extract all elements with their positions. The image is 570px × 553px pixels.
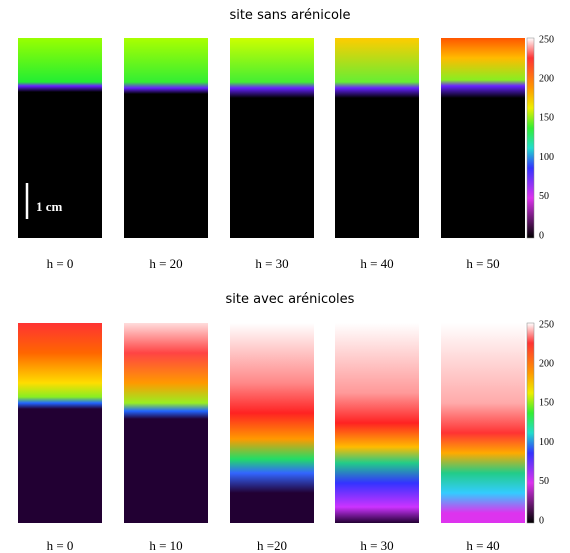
colorbar-tick-label: 150	[539, 113, 554, 124]
sediment-image	[124, 323, 208, 523]
image-label: h = 40	[466, 538, 499, 553]
colorbar	[526, 37, 535, 239]
sediment-image	[18, 38, 102, 238]
image-label: h = 0	[47, 538, 74, 553]
panel-title: site sans arénicole	[229, 8, 350, 23]
colorbar-tick-label: 250	[539, 319, 554, 330]
colorbar-tick-label: 50	[539, 191, 549, 202]
colorbar-tick-label: 200	[539, 73, 554, 84]
sediment-image	[124, 38, 208, 238]
sediment-image	[335, 38, 419, 238]
image-label: h = 20	[149, 256, 182, 271]
colorbar-tick-label: 0	[539, 230, 544, 241]
sediment-image	[18, 323, 102, 523]
sediment-image	[441, 323, 525, 523]
image-label: h = 30	[360, 538, 393, 553]
sediment-image	[441, 38, 525, 238]
content: site sans arénicole h = 0 h = 20 h = 30 h = …	[18, 8, 554, 553]
colorbar-tick-label: 250	[539, 34, 554, 45]
sediment-image	[230, 38, 314, 238]
colorbar-tick-label: 150	[539, 398, 554, 409]
colorbar-tick-label: 0	[539, 515, 544, 526]
panel-title: site avec arénicoles	[226, 292, 355, 307]
colorbar-tick-label: 100	[539, 437, 554, 448]
image-label: h = 40	[360, 256, 393, 271]
image-label: h = 10	[149, 538, 182, 553]
colorbar-tick-label: 200	[539, 358, 554, 369]
image-label: h = 0	[47, 256, 74, 271]
colorbar	[526, 322, 535, 524]
image-label: h = 50	[466, 256, 499, 271]
image-label: h = 30	[255, 256, 288, 271]
colorbar-tick-label: 50	[539, 476, 549, 487]
sediment-image	[230, 323, 314, 523]
colorbar-tick-label: 100	[539, 152, 554, 163]
scale-bar-label: 1 cm	[36, 199, 63, 214]
image-label: h =20	[257, 538, 287, 553]
sediment-image	[335, 323, 419, 523]
